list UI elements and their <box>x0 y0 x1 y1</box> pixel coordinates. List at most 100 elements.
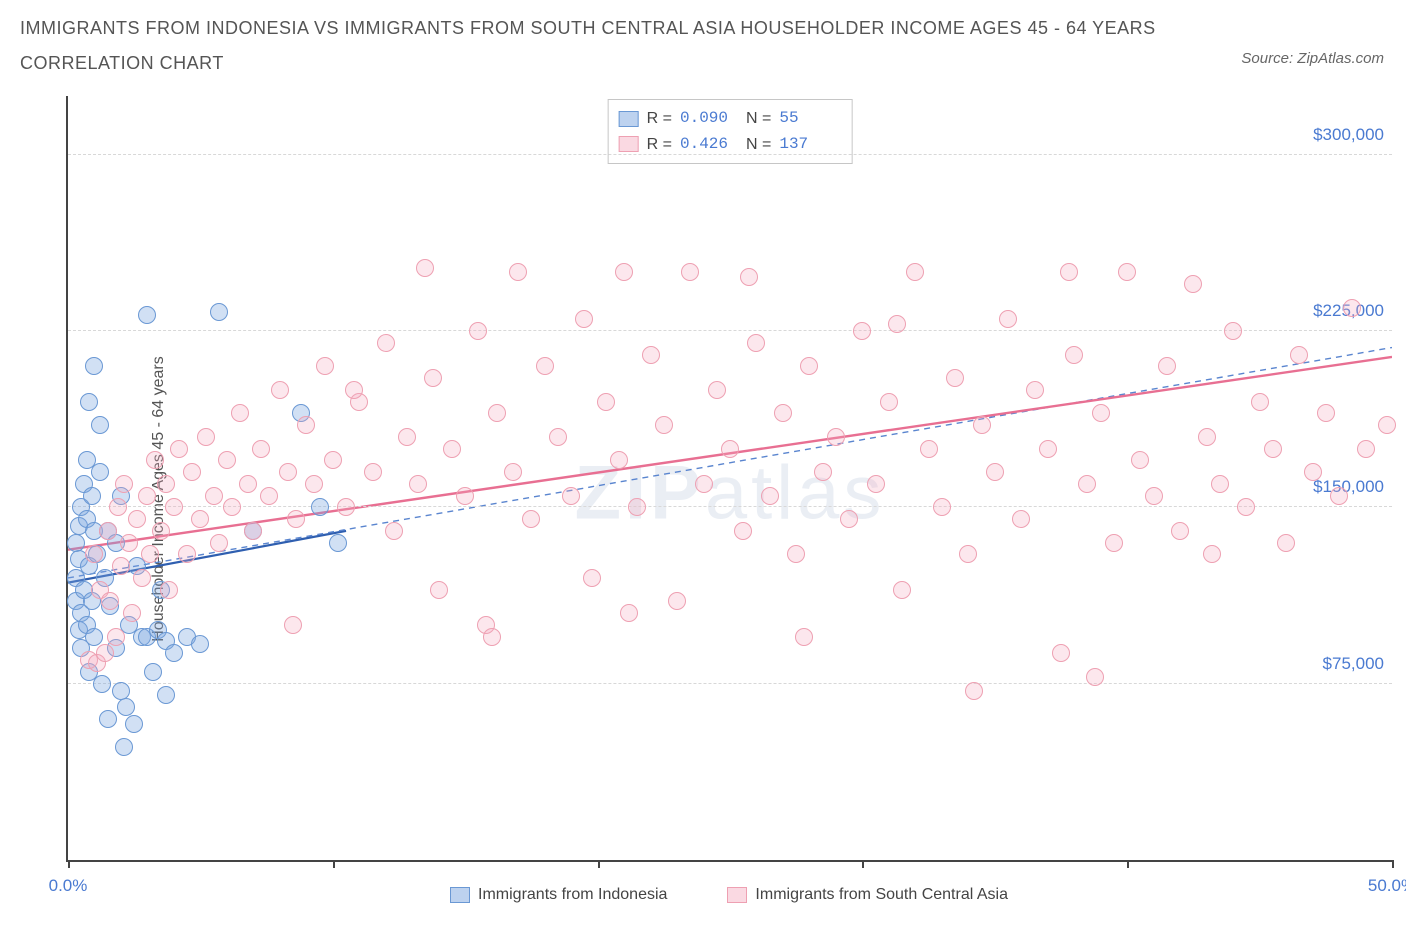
data-point <box>99 710 117 728</box>
data-point <box>165 498 183 516</box>
data-point <box>536 357 554 375</box>
data-point <box>1224 322 1242 340</box>
data-point <box>316 357 334 375</box>
data-point <box>416 259 434 277</box>
legend-item-scasia: Immigrants from South Central Asia <box>727 886 1008 904</box>
data-point <box>549 428 567 446</box>
data-point <box>231 404 249 422</box>
data-point <box>610 451 628 469</box>
data-point <box>1357 440 1375 458</box>
data-point <box>191 635 209 653</box>
data-point <box>747 334 765 352</box>
data-point <box>888 315 906 333</box>
x-tick <box>68 860 70 868</box>
data-point <box>85 357 103 375</box>
data-point <box>1330 487 1348 505</box>
data-point <box>1052 644 1070 662</box>
data-point <box>1198 428 1216 446</box>
data-point <box>345 381 363 399</box>
data-point <box>774 404 792 422</box>
chart-title-2: CORRELATION CHART <box>20 53 1386 74</box>
data-point <box>620 604 638 622</box>
data-point <box>197 428 215 446</box>
data-point <box>141 545 159 563</box>
data-point <box>424 369 442 387</box>
swatch-indonesia <box>619 111 639 127</box>
data-point <box>597 393 615 411</box>
data-point <box>377 334 395 352</box>
data-point <box>271 381 289 399</box>
data-point <box>800 357 818 375</box>
data-point <box>398 428 416 446</box>
data-point <box>1065 346 1083 364</box>
data-point <box>96 644 114 662</box>
y-tick-label: $150,000 <box>1313 477 1384 497</box>
data-point <box>880 393 898 411</box>
data-point <box>252 440 270 458</box>
data-point <box>112 682 130 700</box>
data-point <box>1203 545 1221 563</box>
x-tick <box>1392 860 1394 868</box>
data-point <box>469 322 487 340</box>
data-point <box>708 381 726 399</box>
legend-label: Immigrants from South Central Asia <box>755 886 1008 904</box>
gridline <box>68 506 1392 507</box>
data-point <box>297 416 315 434</box>
data-point <box>101 592 119 610</box>
data-point <box>522 510 540 528</box>
y-tick-label: $300,000 <box>1313 125 1384 145</box>
data-point <box>1118 263 1136 281</box>
data-point <box>1251 393 1269 411</box>
data-point <box>562 487 580 505</box>
data-point <box>1237 498 1255 516</box>
data-point <box>157 686 175 704</box>
data-point <box>157 475 175 493</box>
data-point <box>867 475 885 493</box>
data-point <box>191 510 209 528</box>
data-point <box>933 498 951 516</box>
data-point <box>117 698 135 716</box>
data-point <box>615 263 633 281</box>
data-point <box>986 463 1004 481</box>
data-point <box>99 522 117 540</box>
data-point <box>642 346 660 364</box>
data-point <box>443 440 461 458</box>
data-point <box>93 675 111 693</box>
data-point <box>115 475 133 493</box>
data-point <box>668 592 686 610</box>
legend-label: Immigrants from Indonesia <box>478 886 667 904</box>
data-point <box>107 628 125 646</box>
chart-title-1: IMMIGRANTS FROM INDONESIA VS IMMIGRANTS … <box>20 18 1386 39</box>
data-point <box>1105 534 1123 552</box>
data-point <box>973 416 991 434</box>
data-point <box>324 451 342 469</box>
data-point <box>827 428 845 446</box>
data-point <box>109 498 127 516</box>
data-point <box>488 404 506 422</box>
data-point <box>840 510 858 528</box>
data-point <box>165 644 183 662</box>
data-point <box>409 475 427 493</box>
trend-lines <box>68 96 1392 860</box>
data-point <box>965 682 983 700</box>
data-point <box>67 534 85 552</box>
data-point <box>628 498 646 516</box>
data-point <box>787 545 805 563</box>
data-point <box>123 604 141 622</box>
data-point <box>85 545 103 563</box>
data-point <box>1039 440 1057 458</box>
data-point <box>1158 357 1176 375</box>
data-point <box>1171 522 1189 540</box>
data-point <box>223 498 241 516</box>
swatch-scasia <box>727 887 747 903</box>
x-tick <box>333 860 335 868</box>
data-point <box>83 487 101 505</box>
data-point <box>284 616 302 634</box>
stats-legend-row: R = 0.090 N = 55 <box>619 106 838 132</box>
data-point <box>364 463 382 481</box>
data-point <box>1145 487 1163 505</box>
data-point <box>385 522 403 540</box>
data-point <box>920 440 938 458</box>
data-point <box>906 263 924 281</box>
plot-area: ZIPatlas R = 0.090 N = 55 R = 0.426 N = … <box>66 96 1392 862</box>
